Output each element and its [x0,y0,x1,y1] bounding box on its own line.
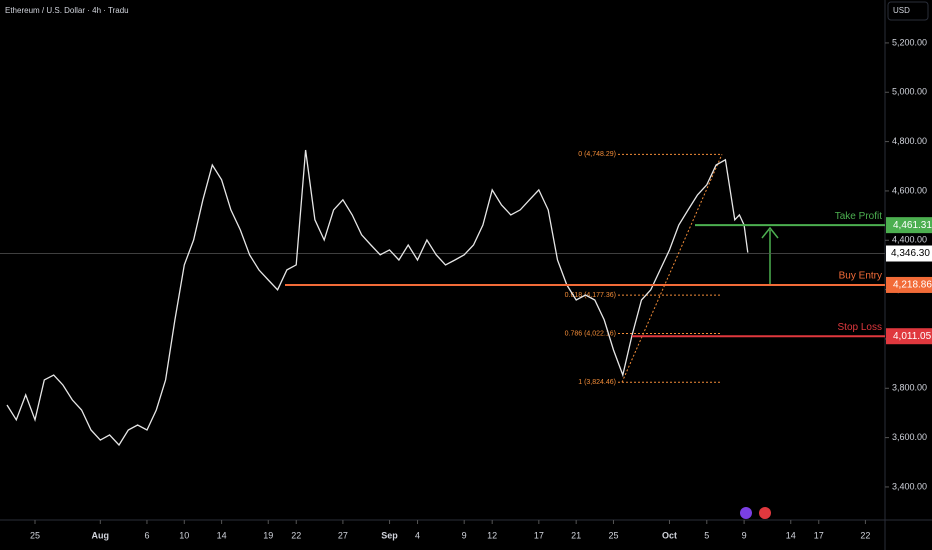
x-tick-label: 9 [742,530,747,540]
level-name: Take Profit [835,211,882,222]
x-tick-label: Sep [381,530,398,540]
last-price-box [886,245,932,262]
level-price-box [886,276,932,293]
x-tick-label: Oct [662,530,677,540]
y-tick-label: 3,400.00 [892,481,927,491]
x-tick-label: 19 [263,530,273,540]
level-price: 4,461.31 [893,220,932,231]
x-tick-label: 22 [291,530,301,540]
level-price: 4,218.86 [893,280,932,291]
x-tick-label: 5 [704,530,709,540]
x-tick-label: 14 [217,530,227,540]
fib-label: 1 (3,824.46) [578,379,616,386]
x-tick-label: 21 [571,530,581,540]
y-tick-label: 3,600.00 [892,432,927,442]
event-icon[interactable] [759,507,771,519]
y-tick-label: 5,000.00 [892,87,927,97]
currency-box[interactable] [887,1,929,21]
x-tick-label: 10 [179,530,189,540]
level-name: Buy Entry [839,271,882,282]
fib-trend [621,154,723,383]
x-tick-label: 9 [462,530,467,540]
fib-label: 0.786 (4,022.16) [565,330,616,337]
level-name: Stop Loss [838,322,882,333]
x-tick-label: 14 [786,530,796,540]
x-tick-label: 27 [338,530,348,540]
x-tick-label: 25 [608,530,618,540]
level-price-box [886,217,932,234]
price-line [6,149,749,447]
y-tick-label: 4,800.00 [892,136,927,146]
y-tick-label: 5,200.00 [892,37,927,47]
x-tick-label: 22 [860,530,870,540]
currency: USD [893,6,910,15]
last-price-label: 4,346.30 [891,248,930,259]
level-price-box [886,328,932,345]
event-icon[interactable] [740,507,752,519]
level-price: 4,011.05 [893,331,932,342]
y-tick-label: 3,800.00 [892,383,927,393]
x-tick-label: Aug [92,530,110,540]
fib-label: 0 (4,748.29) [578,151,616,158]
x-tick-label: 12 [487,530,497,540]
y-tick-label: 4,600.00 [892,185,927,195]
x-tick-label: 4 [415,530,420,540]
target-arrow [761,226,779,285]
fib-label: 0.618 (4,177.36) [565,292,616,299]
x-tick-label: 6 [144,530,149,540]
chart-title: Ethereum / U.S. Dollar · 4h · Tradu [5,6,129,15]
x-tick-label: 17 [534,530,544,540]
x-tick-label: 25 [30,530,40,540]
y-tick-label: 4,400.00 [892,235,927,245]
x-tick-label: 17 [814,530,824,540]
